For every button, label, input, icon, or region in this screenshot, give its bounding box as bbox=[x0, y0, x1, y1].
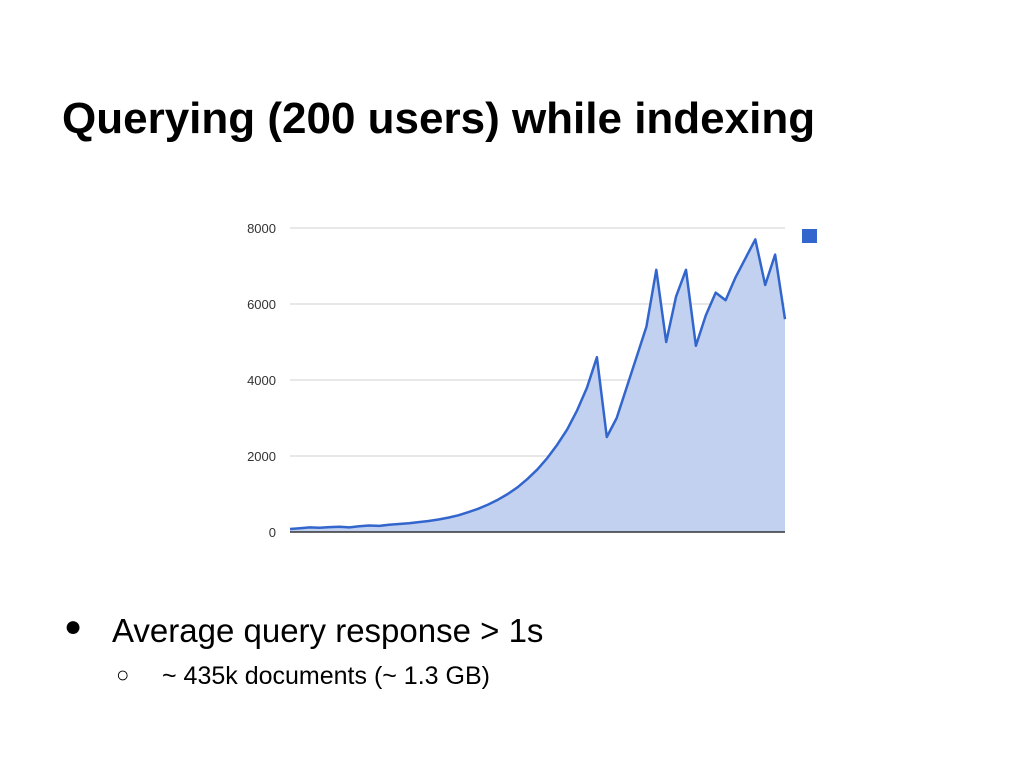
sub-bullet-text: ~ 435k documents (~ 1.3 GB) bbox=[162, 662, 490, 690]
sub-bullet-marker: ○ bbox=[116, 662, 130, 687]
bullet-marker: ● bbox=[64, 610, 83, 643]
y-tick-label: 8000 bbox=[247, 221, 276, 236]
series-area bbox=[290, 239, 785, 532]
y-tick-label: 6000 bbox=[247, 297, 276, 312]
y-tick-label: 4000 bbox=[247, 373, 276, 388]
bullet-text: Average query response > 1s bbox=[112, 612, 544, 649]
area-chart: 0 2000 4000 6000 8000 bbox=[247, 221, 817, 540]
series-line bbox=[289, 238, 787, 531]
slide-title: Querying (200 users) while indexing bbox=[62, 94, 816, 143]
legend-marker bbox=[802, 229, 817, 243]
y-tick-label: 0 bbox=[269, 525, 276, 540]
y-tick-label: 2000 bbox=[247, 449, 276, 464]
